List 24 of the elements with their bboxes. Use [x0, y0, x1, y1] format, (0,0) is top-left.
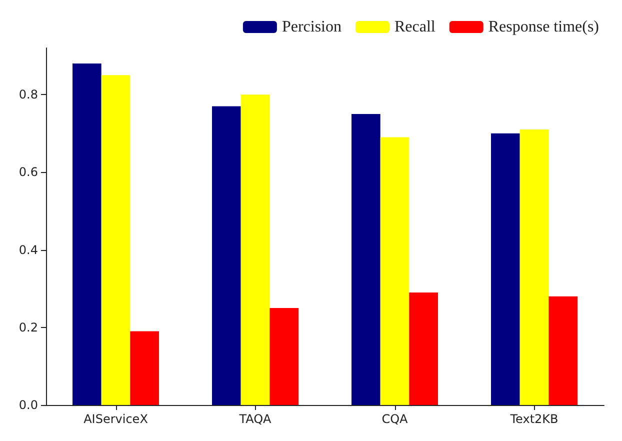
bar [101, 75, 130, 405]
y-tick-label: 0.0 [18, 398, 38, 412]
bar [520, 129, 549, 405]
legend-label: Recall [394, 18, 436, 36]
bar [212, 106, 241, 405]
y-tick-label: 0.6 [18, 165, 38, 180]
bar [491, 133, 520, 405]
x-tick-label: CQA [382, 412, 409, 426]
legend-label: Percision [282, 18, 342, 36]
x-tick-label: TAQA [238, 412, 272, 426]
bar [548, 296, 578, 405]
bar [380, 137, 410, 405]
x-tick-label: AIServiceX [84, 412, 148, 426]
bar [130, 331, 159, 405]
bar [409, 292, 438, 405]
x-tick-label: Text2KB [509, 412, 558, 426]
y-tick-label: 0.8 [18, 88, 38, 102]
bar [270, 308, 298, 405]
y-tick-label: 0.2 [18, 320, 38, 334]
legend-label: Response time(s) [488, 18, 600, 36]
y-tick-label: 0.4 [18, 242, 38, 257]
bar [240, 94, 270, 405]
bar [72, 64, 102, 405]
bar [352, 114, 380, 405]
